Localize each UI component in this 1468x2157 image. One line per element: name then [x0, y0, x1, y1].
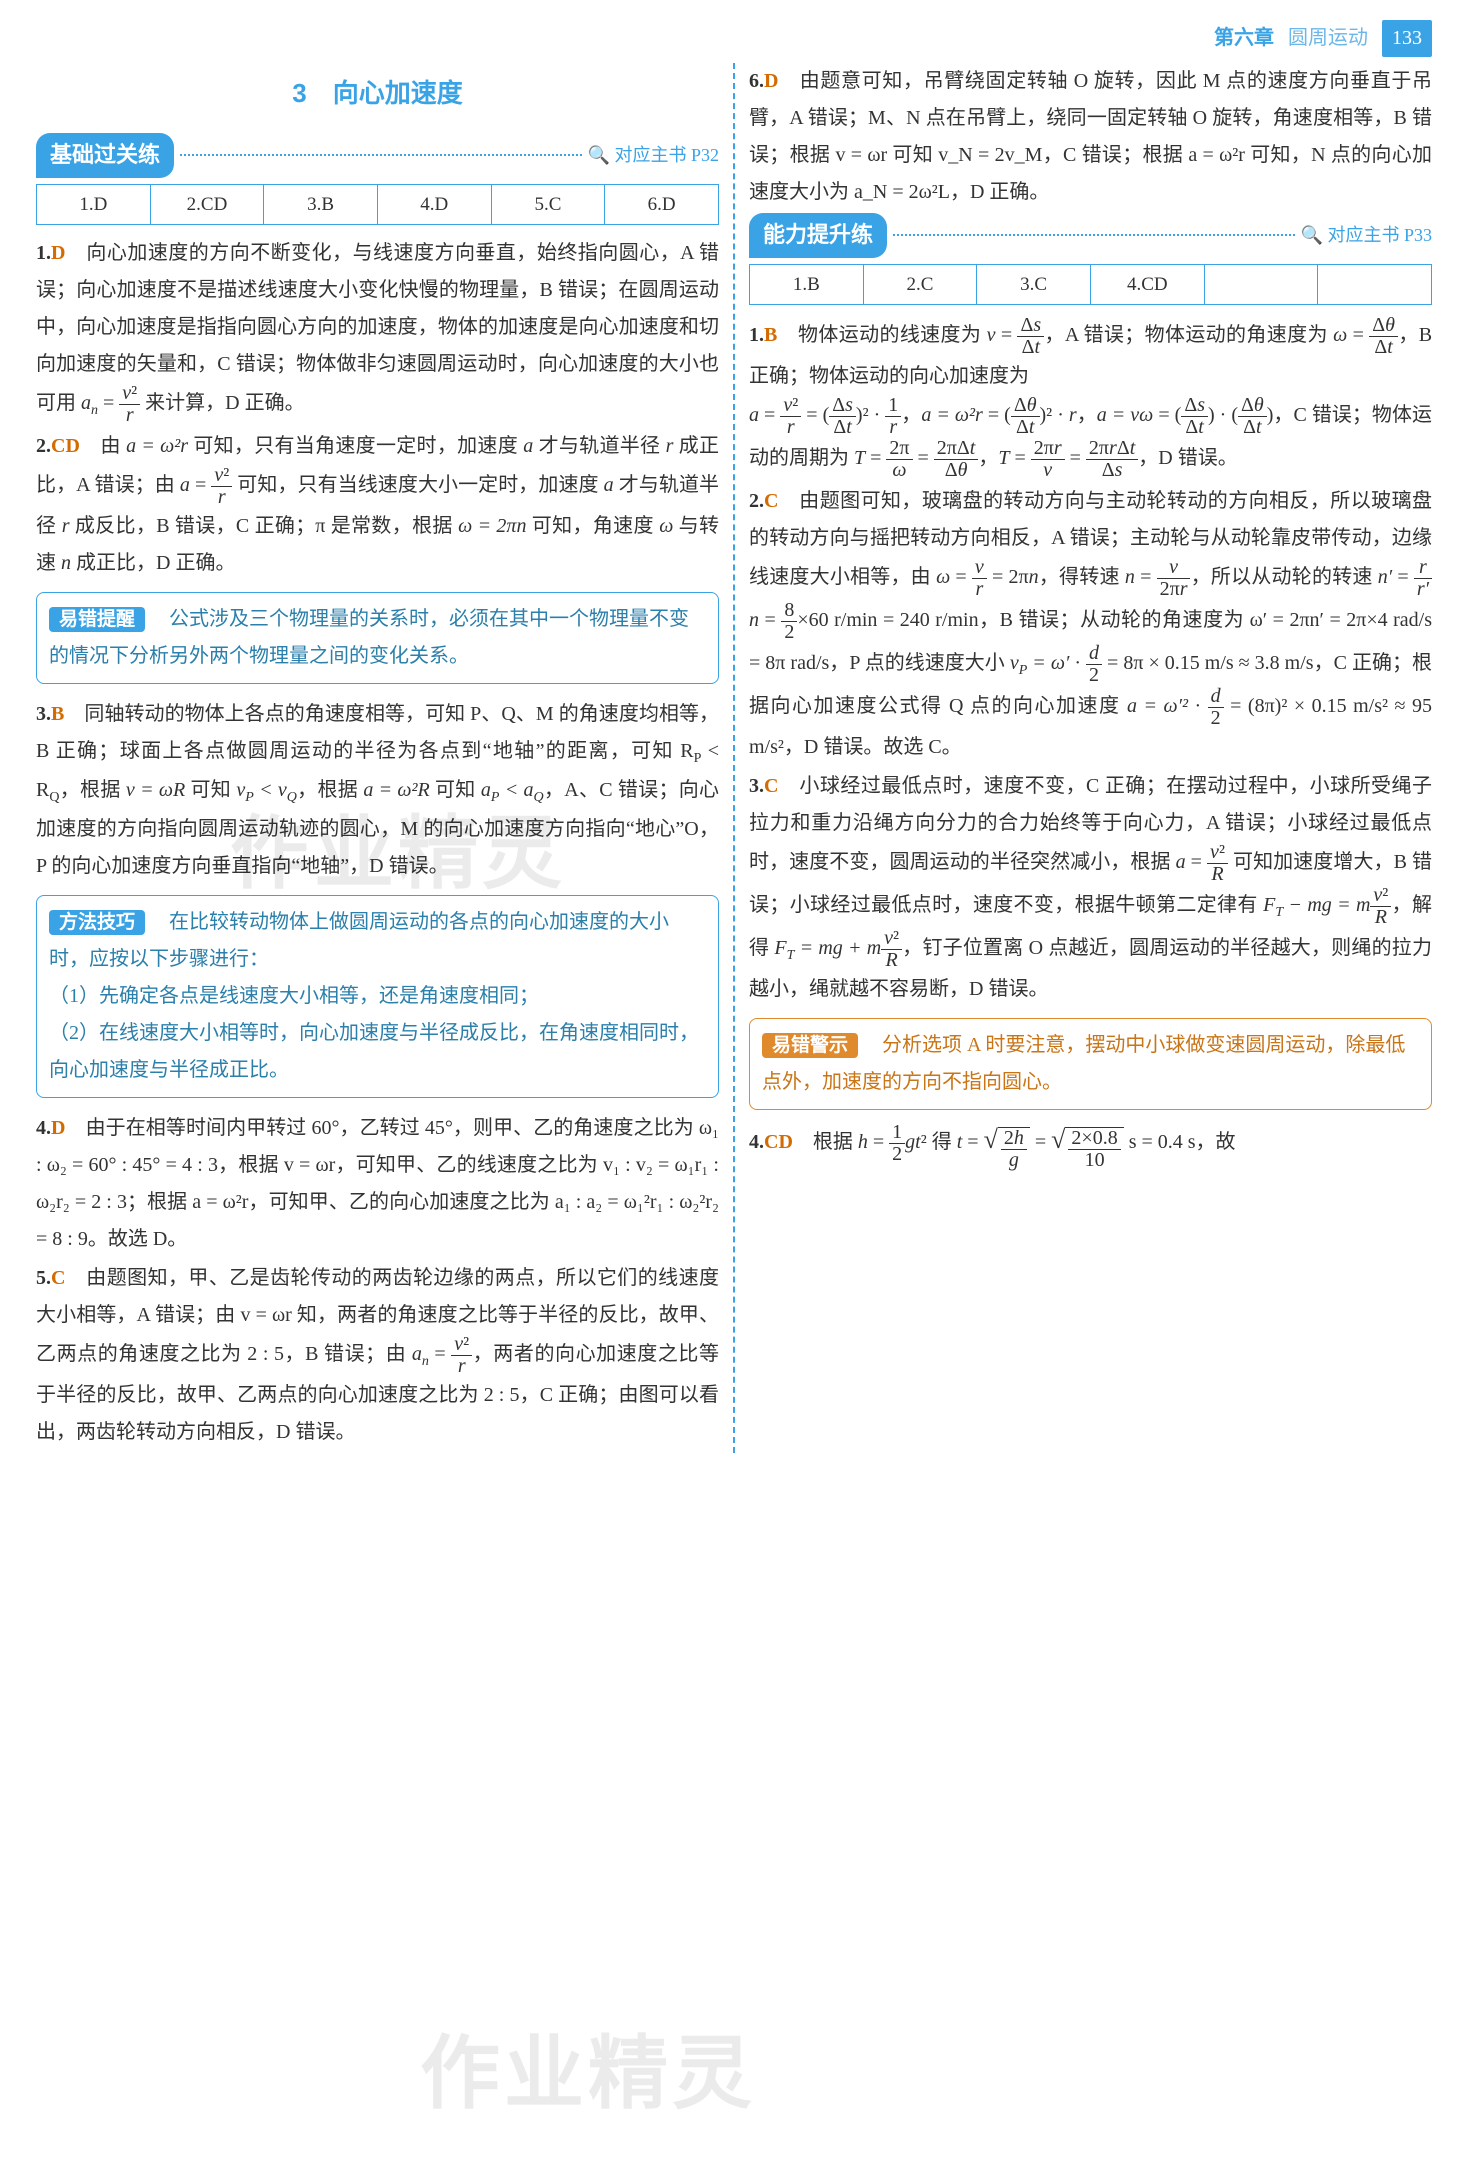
r-explanation-1: 1.B 物体运动的线速度为 v = ΔsΔt，A 错误；物体运动的角速度为 ω … — [749, 315, 1432, 481]
left-column: 3 向心加速度 基础过关练 对应主书 P32 1.D 2.CD 3.B 4.D … — [36, 63, 729, 1453]
chapter-label: 第六章 — [1214, 20, 1274, 57]
ans-cell: 5.C — [491, 184, 605, 224]
explanation-6: 6.D 由题意可知，吊臂绕固定转轴 O 旋转，因此 M 点的速度方向垂直于吊臂，… — [749, 63, 1432, 211]
box-ref: 对应主书 P32 — [588, 139, 719, 172]
ans-cell: 2.C — [863, 264, 977, 304]
warning-tag: 易错警示 — [762, 1033, 858, 1058]
explanation-1: 1.D 向心加速度的方向不断变化，与线速度方向垂直，始终指向圆心，A 错误；向心… — [36, 235, 719, 426]
r-explanation-3: 3.C 小球经过最低点时，速度不变，C 正确；在摆动过程中，小球所受绳子拉力和重… — [749, 768, 1432, 1008]
ans-cell — [1318, 264, 1432, 304]
ans-cell: 3.C — [977, 264, 1091, 304]
ans-cell: 4.CD — [1090, 264, 1204, 304]
r-explanation-2: 2.C 由题图可知，玻璃盘的转动方向与主动轮转动的方向相反，所以玻璃盘的转动方向… — [749, 483, 1432, 766]
ans-cell: 2.CD — [150, 184, 264, 224]
ans-cell: 3.B — [264, 184, 378, 224]
box-label: 基础过关练 — [36, 133, 174, 178]
tip-tag: 易错提醒 — [49, 607, 145, 632]
watermark: 作业精灵 — [420, 2000, 756, 2148]
explanation-4: 4.D 由于在相等时间内甲转过 60°，乙转过 45°，则甲、乙的角速度之比为 … — [36, 1110, 719, 1258]
ans-cell: 6.D — [605, 184, 719, 224]
right-column: 6.D 由题意可知，吊臂绕固定转轴 O 旋转，因此 M 点的速度方向垂直于吊臂，… — [739, 63, 1432, 1453]
section-title: 3 向心加速度 — [36, 69, 719, 117]
method-box: 方法技巧 在比较转动物体上做圆周运动的各点的向心加速度的大小时，应按以下步骤进行… — [36, 895, 719, 1098]
column-divider — [733, 63, 735, 1453]
page-number: 133 — [1382, 20, 1432, 57]
box-ref: 对应主书 P33 — [1301, 219, 1432, 252]
explanation-5: 5.C 由题图知，甲、乙是齿轮传动的两齿轮边缘的两点，所以它们的线速度大小相等，… — [36, 1260, 719, 1451]
ans-cell: 4.D — [377, 184, 491, 224]
answer-table-basic: 1.D 2.CD 3.B 4.D 5.C 6.D — [36, 184, 719, 225]
ans-cell — [1204, 264, 1318, 304]
chapter-subtitle: 圆周运动 — [1288, 20, 1368, 57]
explanation-2: 2.CD 由 a = ω²r 可知，只有当角速度一定时，加速度 a 才与轨道半径… — [36, 428, 719, 582]
tip-box-1: 易错提醒 公式涉及三个物理量的关系时，必须在其中一个物理量不变的情况下分析另外两… — [36, 592, 719, 684]
r-explanation-4: 4.CD 根据 h = 12gt² 得 t = √2hg = √2×0.810 … — [749, 1122, 1432, 1171]
warning-box: 易错警示 分析选项 A 时要注意，摆动中小球做变速圆周运动，除最低点外，加速度的… — [749, 1018, 1432, 1110]
box-label: 能力提升练 — [749, 213, 887, 258]
ans-cell: 1.D — [37, 184, 151, 224]
answer-table-advanced: 1.B 2.C 3.C 4.CD — [749, 264, 1432, 305]
box-header-basic: 基础过关练 对应主书 P32 — [36, 133, 719, 178]
explanation-3: 3.B 同轴转动的物体上各点的角速度相等，可知 P、Q、M 的角速度均相等，B … — [36, 696, 719, 885]
ans-cell: 1.B — [750, 264, 864, 304]
method-tag: 方法技巧 — [49, 910, 145, 935]
page-header: 第六章 圆周运动 133 — [36, 20, 1432, 57]
box-header-advanced: 能力提升练 对应主书 P33 — [749, 213, 1432, 258]
